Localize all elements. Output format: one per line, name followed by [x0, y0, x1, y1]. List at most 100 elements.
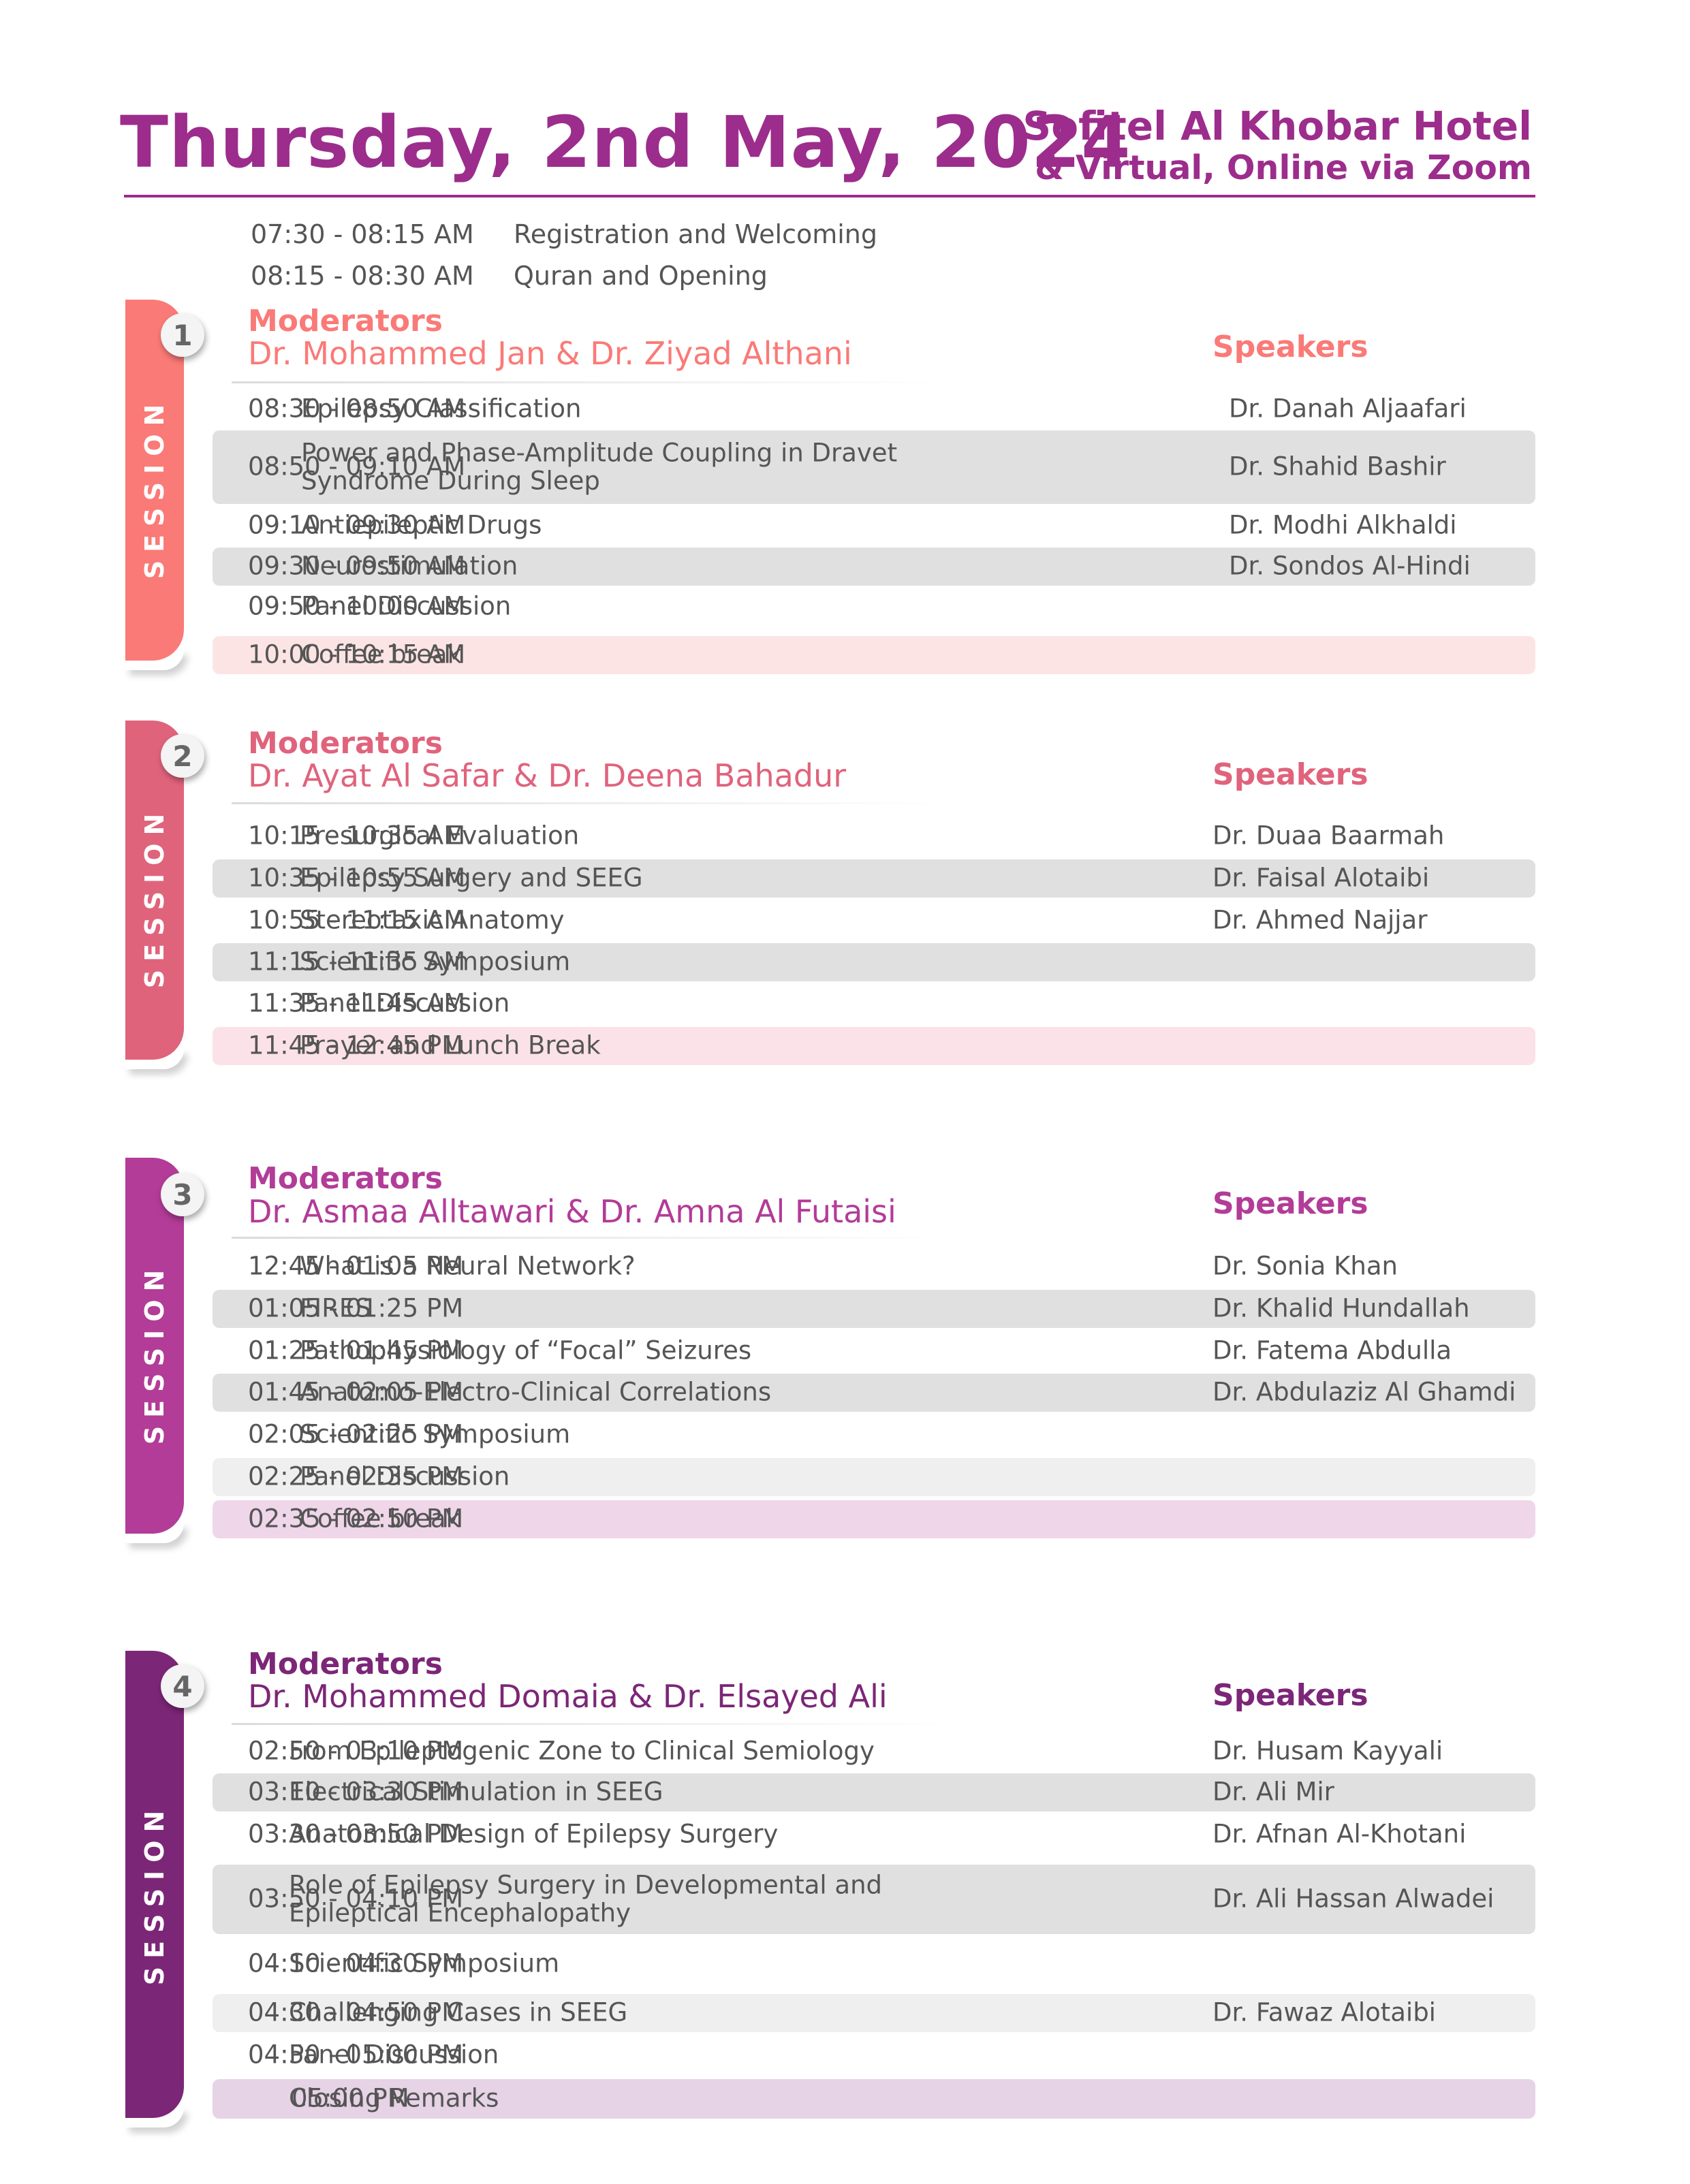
row-time: 11:45 - 12:45 PM	[248, 1030, 464, 1060]
moderators-label: Moderators	[248, 726, 443, 761]
row-speaker: Dr. Fawaz Alotaibi	[1212, 1997, 1436, 2027]
row-time: 02:25 - 02:35 PM	[248, 1461, 464, 1491]
session-tab: SESSION	[125, 1651, 184, 2118]
moderators-divider	[232, 802, 954, 804]
row-speaker: Dr. Afnan Al-Khotani	[1212, 1819, 1467, 1849]
agenda-row: 12:45 - 01:05 PM What is a Neural Network…	[213, 1248, 1535, 1286]
row-topic: Neurostimulation	[301, 551, 518, 581]
agenda-row: 01:25 - 01:45 PM Pathophysiology of “Foca…	[213, 1332, 1535, 1370]
row-time: 08:15 - 08:30 AM	[251, 261, 474, 291]
row-time: 11:15 - 11:35 AM	[248, 947, 466, 977]
row-topic: Epilepsy Surgery and SEEG	[300, 863, 643, 893]
agenda-row: 10:00 - 10:15 AM Coffee break	[213, 636, 1535, 674]
row-speaker: Dr. Abdulaziz Al Ghamdi	[1212, 1377, 1516, 1407]
row-topic: From Epileptogenic Zone to Clinical Semi…	[289, 1736, 875, 1766]
agenda-row: 10:15 - 10:35 AM Presurgical Evaluation Dr…	[213, 817, 1535, 855]
venue: Sofitel Al Khobar Hotel & Virtual, Onlin…	[1022, 104, 1532, 187]
row-speaker: Dr. Duaa Baarmah	[1212, 821, 1445, 851]
speakers-label: Speakers	[1212, 330, 1368, 364]
row-topic: Scientific Symposium	[300, 947, 571, 977]
moderators-divider	[232, 1723, 954, 1725]
agenda-row: 11:35 - 11:45 AM Panel Discussion	[213, 985, 1535, 1023]
agenda-row: 10:35 - 10:55 AM Epilepsy Surgery and SEE…	[213, 859, 1535, 898]
row-topic: Quran and Opening	[514, 261, 768, 291]
row-speaker: Dr. Husam Kayyali	[1212, 1736, 1443, 1766]
agenda-row: 09:10 - 09:30 AM Antiepileptic Drugs Dr. M…	[213, 506, 1535, 545]
row-speaker: Dr. Ali Mir	[1212, 1777, 1334, 1807]
row-time: 10:15 - 10:35 AM	[248, 821, 466, 851]
page-title: Thursday, 2nd May, 2024	[120, 101, 1131, 184]
row-topic: Scientific Symposium	[289, 1948, 560, 1978]
row-speaker: Dr. Modhi Alkhaldi	[1229, 510, 1457, 540]
session-number-badge: 2	[161, 734, 204, 778]
row-topic: Presurgical Evaluation	[300, 821, 580, 851]
session-number-badge: 3	[161, 1173, 204, 1216]
agenda-row: 01:05 - 01:25 PM FIRES Dr. Khalid Hundalla…	[213, 1290, 1535, 1328]
row-topic: Registration and Welcoming	[514, 219, 878, 249]
row-time: 04:30 - 04:50 PM	[248, 1997, 464, 2027]
agenda-row: 05:00 PM Closing Remarks	[213, 2079, 1535, 2119]
row-time: 09:30 - 09:50 AM	[248, 551, 466, 581]
speakers-label: Speakers	[1212, 1186, 1368, 1221]
session-tab: SESSION	[125, 1158, 184, 1534]
agenda-row: 03:50 - 04:10 PM Role of Epilepsy Surgery…	[213, 1865, 1535, 1934]
row-speaker: Dr. Sonia Khan	[1212, 1251, 1398, 1281]
header-divider	[124, 195, 1535, 197]
row-speaker: Dr. Fatema Abdulla	[1212, 1335, 1452, 1365]
row-topic: Panel Discussion	[300, 1461, 510, 1491]
venue-line-1: Sofitel Al Khobar Hotel	[1022, 103, 1532, 149]
row-time: 08:30 - 08:50 AM	[248, 394, 466, 424]
row-time: 09:50 - 10:00 AM	[248, 591, 466, 621]
agenda-row: 10:55 - 11:15 AM Stereotaxic Anatomy Dr. A…	[213, 902, 1535, 940]
row-speaker: Dr. Danah Aljaafari	[1229, 394, 1467, 424]
row-time: 01:45 - 02:05 PM	[248, 1377, 464, 1407]
row-time: 02:35 - 02:50 PM	[248, 1504, 464, 1534]
row-time: 07:30 - 08:15 AM	[251, 219, 474, 249]
row-topic: Prayer and Lunch Break	[300, 1030, 601, 1060]
moderators-names: Dr. Mohammed Jan & Dr. Ziyad Althani	[248, 335, 852, 372]
row-topic: Scientific Symposium	[300, 1419, 571, 1449]
agenda-row: 11:45 - 12:45 PM Prayer and Lunch Break	[213, 1027, 1535, 1065]
row-time: 04:50 - 05:00 PM	[248, 2040, 464, 2070]
row-time: 10:55 - 11:15 AM	[248, 905, 466, 935]
session-number-badge: 1	[161, 313, 204, 357]
row-topic: What is a Neural Network?	[300, 1251, 636, 1281]
session-tab-label: SESSION	[140, 805, 170, 989]
row-speaker: Dr. Faisal Alotaibi	[1212, 863, 1430, 893]
agenda-row: 02:05 - 02:25 PM Scientific Symposium	[213, 1416, 1535, 1454]
speakers-label: Speakers	[1212, 757, 1368, 792]
moderators-label: Moderators	[248, 1647, 443, 1681]
row-time: 08:50 - 09:10 AM	[248, 452, 466, 481]
agenda-row: 04:30 - 04:50 PM Challenging Cases in SEE…	[213, 1994, 1535, 2032]
row-time: 03:30 - 03:50 PM	[248, 1819, 464, 1849]
row-time: 09:10 - 09:30 AM	[248, 510, 466, 540]
row-topic: Role of Epilepsy Surgery in Developmenta…	[289, 1870, 883, 1927]
row-topic: Panel Discussion	[300, 988, 510, 1018]
row-speaker: Dr. Ali Hassan Alwadei	[1212, 1884, 1495, 1914]
moderators-divider	[232, 1237, 954, 1239]
row-speaker: Dr. Sondos Al-Hindi	[1229, 551, 1471, 581]
moderators-divider	[232, 381, 954, 383]
row-topic: Panel Discussion	[289, 2040, 499, 2070]
row-topic: Coffee break	[301, 639, 463, 669]
agenda-row: 02:25 - 02:35 PM Panel Discussion	[213, 1458, 1535, 1496]
row-topic: Epilepsy Classification	[301, 394, 582, 424]
agenda-row: 08:50 - 09:10 AM Power and Phase-Amplitud…	[213, 430, 1535, 504]
row-topic: Challenging Cases in SEEG	[289, 1997, 628, 2027]
row-time: 10:00 - 10:15 AM	[248, 639, 466, 669]
moderators-names: Dr. Mohammed Domaia & Dr. Elsayed Ali	[248, 1678, 888, 1715]
row-time: 02:50 - 03:10 PM	[248, 1736, 464, 1766]
agenda-row: 04:50 - 05:00 PM Panel Discussion	[213, 2036, 1535, 2074]
row-topic: Pathophysiology of “Focal” Seizures	[300, 1335, 752, 1365]
moderators-label: Moderators	[248, 304, 443, 338]
row-topic: Electrical Stimulation in SEEG	[289, 1777, 663, 1807]
agenda-row: 03:10 - 03:30 PM Electrical Stimulation i…	[213, 1773, 1535, 1811]
session-tab-label: SESSION	[140, 1802, 170, 1986]
row-time: 05:00 PM	[292, 2083, 409, 2113]
row-speaker: Dr. Khalid Hundallah	[1212, 1293, 1470, 1323]
agenda-row: 09:30 - 09:50 AM Neurostimulation Dr. Sond…	[213, 548, 1535, 586]
venue-line-2: & Virtual, Online via Zoom	[1035, 148, 1532, 187]
session-tab-label: SESSION	[140, 1261, 170, 1445]
row-topic: FIRES	[300, 1293, 371, 1323]
row-speaker: Dr. Ahmed Najjar	[1212, 905, 1428, 935]
